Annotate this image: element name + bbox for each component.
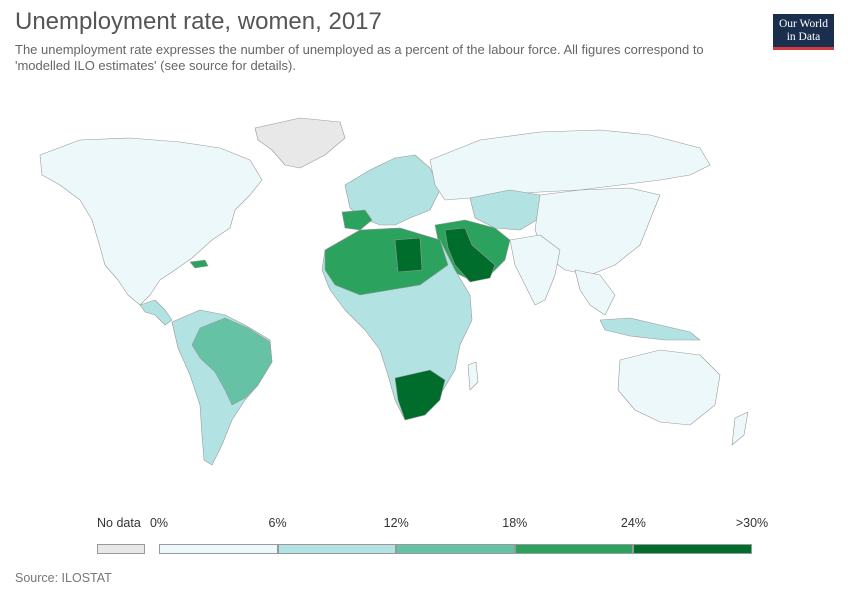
region-southeast-asia[interactable]: [574, 269, 616, 316]
region-iberia[interactable]: [341, 209, 373, 231]
owid-logo[interactable]: Our World in Data: [773, 14, 834, 50]
legend-tick-label: 24%: [620, 516, 646, 530]
legend-no-data-label: No data: [97, 516, 141, 530]
legend-tick-label: 0%: [149, 516, 169, 530]
chart-subtitle: The unemployment rate expresses the numb…: [15, 42, 704, 73]
region-central-asia[interactable]: [469, 189, 546, 231]
region-central-america[interactable]: [139, 299, 173, 326]
legend-tick-label: >30%: [735, 516, 769, 530]
logo-line-1: Our World: [778, 18, 828, 30]
region-libya[interactable]: [394, 237, 423, 273]
legend-no-data-swatch[interactable]: [97, 544, 145, 554]
region-south-asia[interactable]: [509, 234, 561, 306]
region-caribbean[interactable]: [189, 259, 209, 269]
legend-tick-label: 12%: [383, 516, 409, 530]
legend: No data 0% 6% 12% 18% 24% >30%: [0, 510, 850, 570]
region-russia[interactable]: [429, 129, 711, 201]
region-north-america[interactable]: [39, 137, 263, 306]
logo-line-2: in Data: [786, 31, 821, 43]
world-map: [39, 117, 749, 466]
region-southern-africa[interactable]: [394, 369, 446, 421]
region-madagascar[interactable]: [467, 361, 479, 391]
chart-title: Unemployment rate, women, 2017: [15, 8, 382, 35]
region-indonesia[interactable]: [599, 317, 701, 341]
legend-tick-label: 6%: [268, 516, 287, 530]
region-greenland[interactable]: [254, 117, 346, 169]
region-australia[interactable]: [617, 349, 721, 426]
legend-bin-1[interactable]: [277, 544, 397, 554]
legend-bin-4[interactable]: [633, 544, 752, 554]
legend-tick-label: 18%: [502, 516, 528, 530]
legend-bin-3[interactable]: [514, 544, 634, 554]
source-note: Source: ILOSTAT: [15, 571, 112, 585]
region-new-zealand[interactable]: [731, 411, 749, 446]
region-iraq-saudi[interactable]: [444, 227, 496, 283]
legend-bin-2[interactable]: [396, 544, 515, 554]
legend-bin-0[interactable]: [159, 544, 278, 554]
region-brazil[interactable]: [191, 317, 273, 406]
